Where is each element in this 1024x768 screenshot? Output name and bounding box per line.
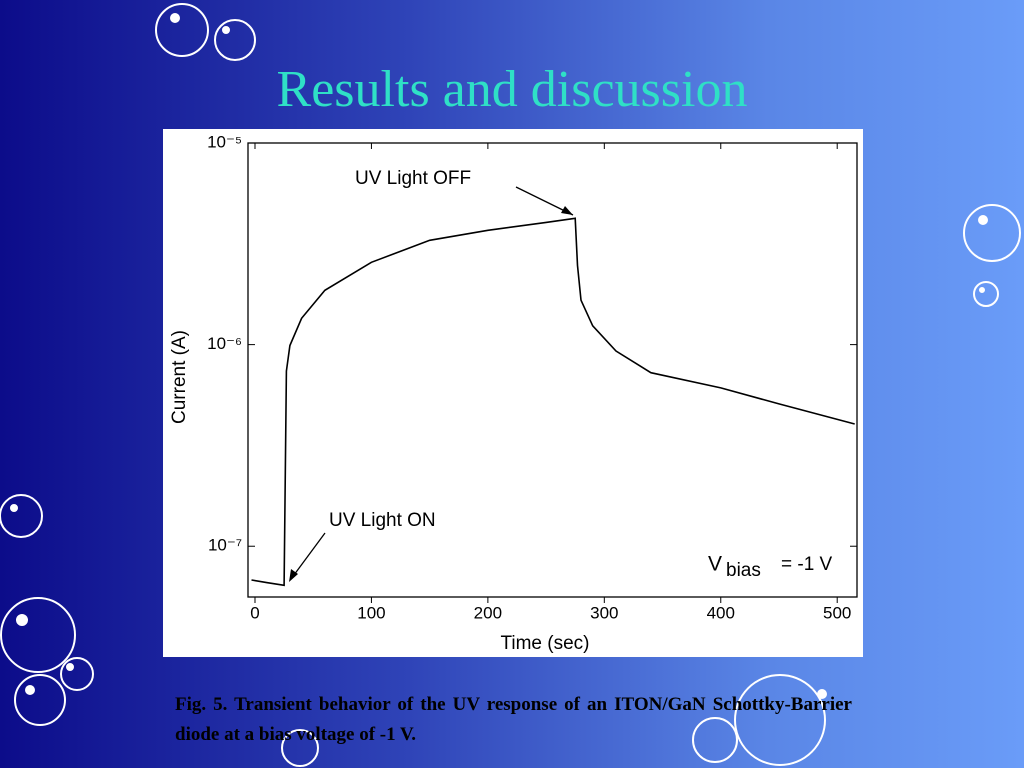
x-tick-label: 200 [474,603,502,622]
x-tick-label: 100 [357,603,385,622]
x-tick-label: 300 [590,603,618,622]
caption: Fig. 5. Transient behavior of the UV res… [175,694,852,745]
y-tick-label: 10⁻⁶ [207,334,242,353]
arrow-head [561,206,573,215]
y-tick-label: 10⁻⁷ [208,536,242,555]
data-line [251,217,855,587]
slide-title: Results and discussion [276,61,748,118]
x-tick-label: 400 [707,603,735,622]
y-axis-label: Current (A) [169,330,190,424]
arrow [290,532,326,580]
annotation: UV Light ON [329,510,436,531]
x-tick-label: 500 [823,603,851,622]
annotation: = -1 V [781,554,833,575]
plot-frame [247,142,858,598]
arrow-head [289,569,298,582]
chart: Current (A) Time (sec) UV Light OFF UV L… [163,129,863,657]
x-tick-label: 0 [250,603,259,622]
y-tick-label: 10⁻⁵ [207,132,242,151]
annotation: V [708,553,722,576]
annotation: bias [726,560,761,581]
annotation: UV Light OFF [355,168,471,189]
x-axis-label: Time (sec) [500,633,589,654]
